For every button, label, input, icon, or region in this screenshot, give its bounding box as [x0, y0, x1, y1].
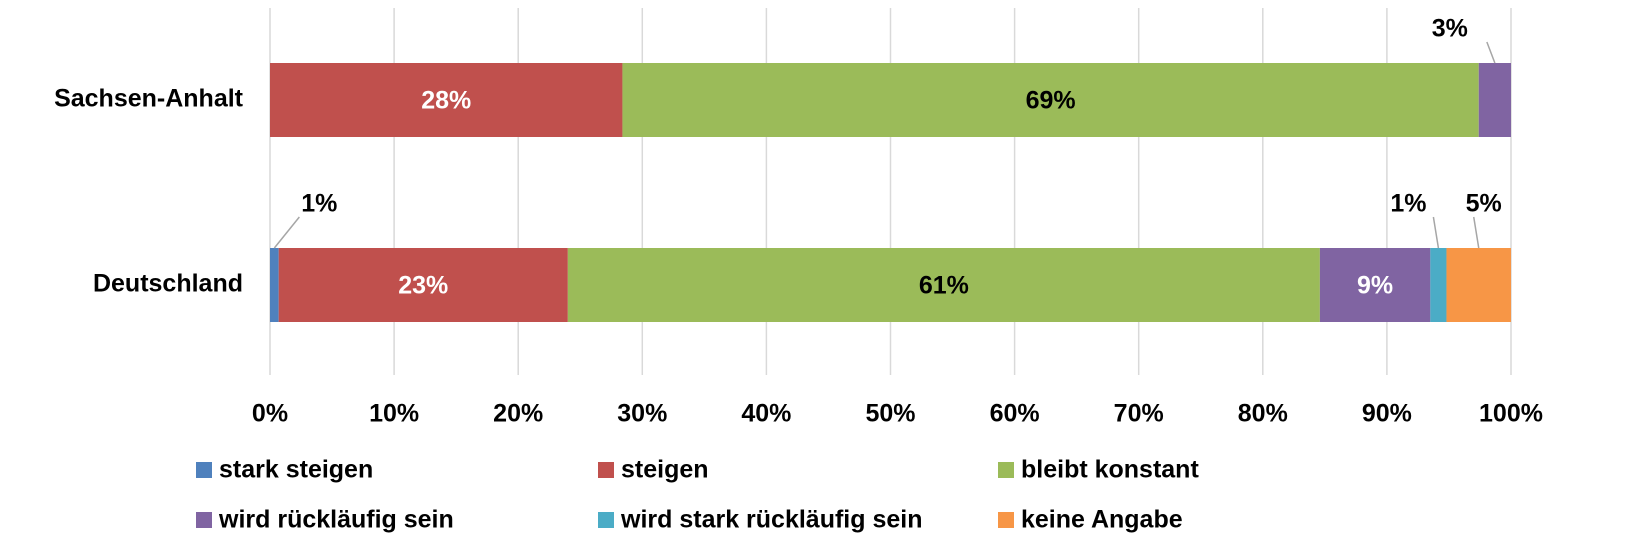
data-label: 1% — [301, 190, 337, 218]
data-label: 9% — [1357, 272, 1393, 300]
legend-swatch — [598, 462, 614, 478]
x-tick-label: 60% — [990, 400, 1040, 428]
x-tick-label: 80% — [1238, 400, 1288, 428]
legend-swatch — [998, 512, 1014, 528]
data-label: 3% — [1432, 15, 1468, 43]
leader-line — [1472, 216, 1480, 249]
data-label: 69% — [1026, 87, 1076, 115]
data-label: 23% — [398, 272, 448, 300]
data-label: 61% — [919, 272, 969, 300]
data-label: 5% — [1466, 190, 1502, 218]
legend-label: wird stark rückläufig sein — [620, 506, 923, 534]
data-label: 28% — [421, 87, 471, 115]
bar-segment — [567, 248, 1320, 322]
leader-line — [1486, 41, 1496, 64]
legend-label: wird rückläufig sein — [218, 506, 454, 534]
x-tick-label: 20% — [493, 400, 543, 428]
bar-segment — [1446, 248, 1511, 322]
leader-line — [273, 216, 300, 249]
bar-segment — [1430, 248, 1447, 322]
category-label: Deutschland — [93, 270, 243, 298]
bar-segment — [1478, 63, 1511, 137]
x-tick-label: 50% — [865, 400, 915, 428]
legend-label: stark steigen — [219, 456, 373, 484]
x-tick-label: 0% — [252, 400, 288, 428]
x-tick-label: 40% — [741, 400, 791, 428]
x-tick-label: 30% — [617, 400, 667, 428]
legend-swatch — [196, 512, 212, 528]
x-tick-label: 10% — [369, 400, 419, 428]
bar-segment — [1319, 248, 1431, 322]
legend-label: keine Angabe — [1021, 506, 1183, 534]
legend-label: bleibt konstant — [1021, 456, 1199, 484]
bar-segment — [270, 248, 279, 322]
x-tick-label: 90% — [1362, 400, 1412, 428]
legend-swatch — [196, 462, 212, 478]
bar-segment — [270, 63, 623, 137]
leader-line — [1432, 216, 1440, 249]
legend-swatch — [598, 512, 614, 528]
bar-segment — [278, 248, 568, 322]
legend-label: steigen — [621, 456, 709, 484]
legend-swatch — [998, 462, 1014, 478]
bar-segment — [622, 63, 1479, 137]
data-label: 1% — [1390, 190, 1426, 218]
x-tick-label: 70% — [1114, 400, 1164, 428]
category-label: Sachsen-Anhalt — [54, 85, 244, 113]
x-tick-label: 100% — [1479, 400, 1543, 428]
